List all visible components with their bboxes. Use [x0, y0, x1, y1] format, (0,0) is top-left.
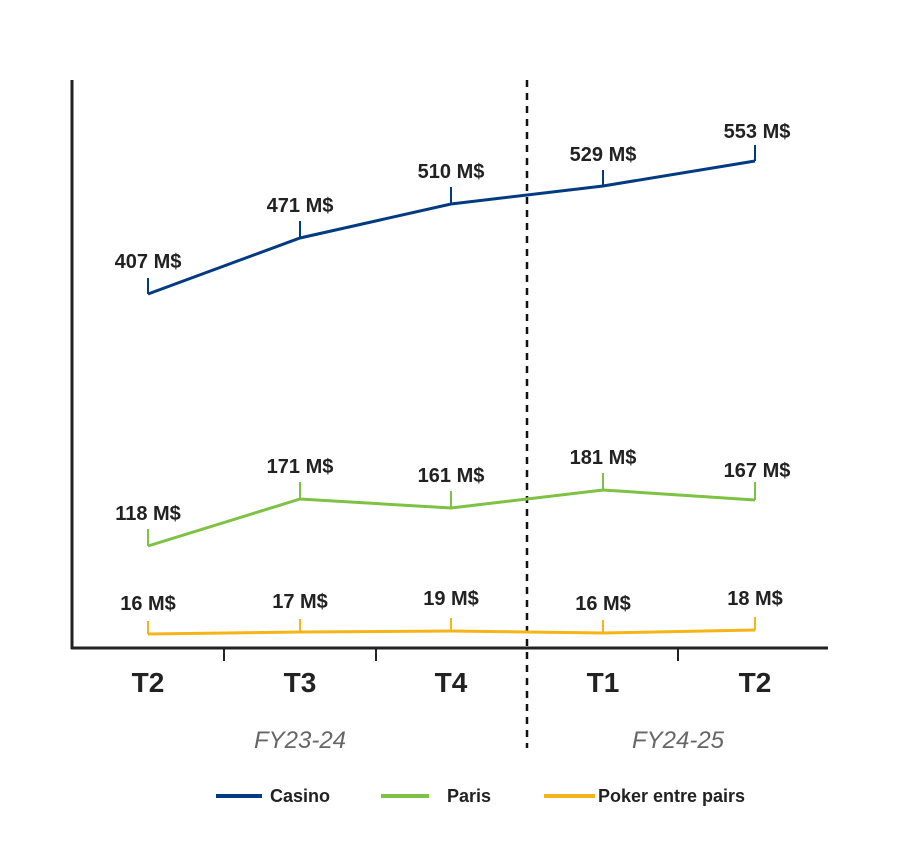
x-tick-label: T1 [587, 667, 620, 698]
data-label: 471 M$ [267, 195, 334, 217]
data-label: 118 M$ [115, 503, 181, 525]
data-label: 510 M$ [418, 161, 485, 183]
data-label: 16 M$ [575, 593, 631, 615]
x-tick-label: T4 [435, 667, 468, 698]
legend-label: Poker entre pairs [598, 786, 745, 806]
x-tick-label: T3 [284, 667, 317, 698]
series-paris: 118 M$ 171 M$ 161 M$ 181 M$ 167 M$ [115, 447, 791, 548]
legend-item-paris: Paris [381, 786, 491, 806]
x-tick-label: T2 [739, 667, 772, 698]
legend-label: Casino [270, 786, 330, 806]
x-tick-label: T2 [132, 667, 165, 698]
legend-label: Paris [447, 786, 491, 806]
data-label: 19 M$ [423, 588, 479, 610]
data-label: 407 M$ [115, 251, 182, 273]
data-label: 529 M$ [570, 144, 637, 166]
data-label: 553 M$ [724, 121, 791, 143]
data-label: 167 M$ [724, 460, 791, 482]
data-label: 17 M$ [272, 591, 328, 613]
group-label-fy24-25: FY24-25 [632, 727, 725, 754]
data-label: 171 M$ [267, 456, 334, 478]
data-label: 181 M$ [570, 447, 637, 469]
x-axis-labels: T2 T3 T4 T1 T2 [132, 667, 772, 698]
data-label: 161 M$ [418, 465, 485, 487]
data-label: 18 M$ [727, 588, 783, 610]
legend: Casino Paris Poker entre pairs [216, 786, 745, 806]
legend-item-poker: Poker entre pairs [544, 786, 745, 806]
group-label-fy23-24: FY23-24 [254, 727, 346, 754]
x-axis-ticks [223, 648, 679, 661]
series-casino: 407 M$ 471 M$ 510 M$ 529 M$ 553 M$ [115, 121, 791, 296]
legend-item-casino: Casino [216, 786, 330, 806]
series-poker-entre-pairs: 16 M$ 17 M$ 19 M$ 16 M$ 18 M$ [120, 588, 783, 636]
data-label: 16 M$ [120, 593, 176, 615]
